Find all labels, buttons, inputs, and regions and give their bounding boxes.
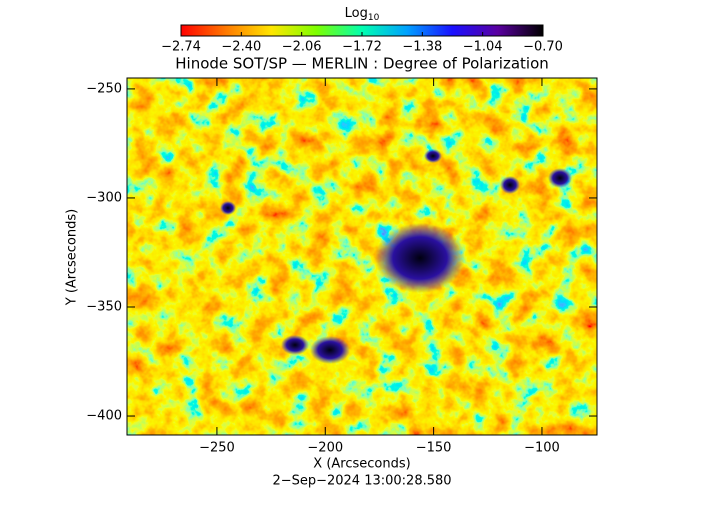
y-axis-label: Y (Arcseconds): [65, 209, 80, 306]
colorbar-label: Log10: [345, 6, 380, 23]
x-axis-label: X (Arcseconds): [313, 457, 410, 472]
y-tick-label: −300: [86, 190, 122, 205]
y-tick-label: −400: [86, 409, 122, 424]
plot-frame: [126, 77, 598, 436]
x-tick-label: −150: [416, 441, 452, 456]
x-tick-label: −250: [199, 441, 235, 456]
footer-date: 2−Sep−2024 13:00:28.580: [272, 474, 451, 489]
colorbar-tick-label: −2.06: [282, 40, 322, 55]
y-tick-label: −250: [86, 81, 122, 96]
y-tick-label: −350: [86, 299, 122, 314]
colorbar-label-sub: 10: [368, 13, 380, 23]
x-tick-label: −100: [524, 441, 560, 456]
colorbar-tick-label: −2.40: [221, 40, 261, 55]
colorbar-tick-label: −1.04: [463, 40, 503, 55]
colorbar-tick-label: −2.74: [161, 40, 201, 55]
chart-title: Hinode SOT/SP — MERLIN : Degree of Polar…: [175, 55, 549, 73]
map-image: [127, 78, 597, 435]
colorbar-label-main: Log: [345, 6, 368, 21]
colorbar-tick-label: −1.72: [342, 40, 382, 55]
x-tick-label: −200: [307, 441, 343, 456]
colorbar-tick-label: −0.70: [523, 40, 563, 55]
colorbar-tick-label: −1.38: [402, 40, 442, 55]
